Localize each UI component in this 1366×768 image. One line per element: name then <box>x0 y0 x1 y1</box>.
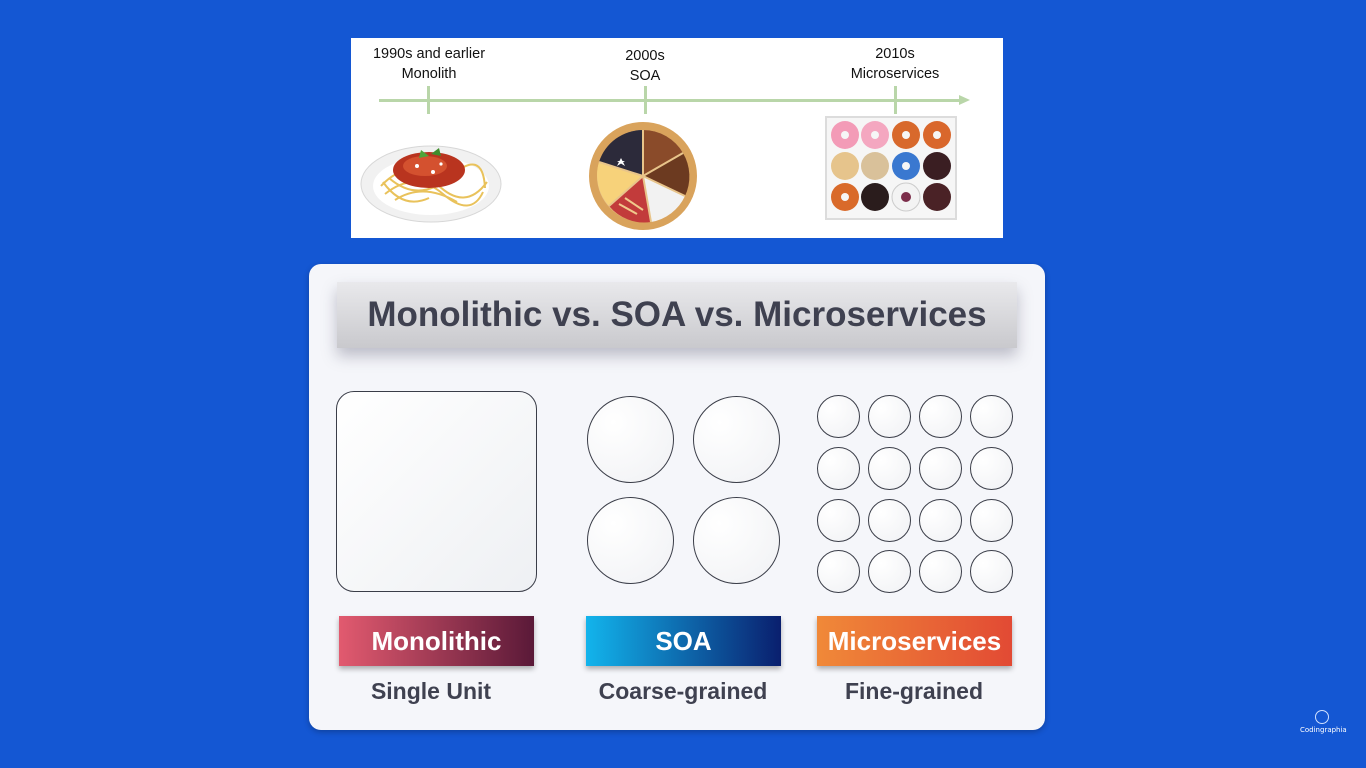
microservice-circle <box>868 499 911 542</box>
timeline-era-soa: 2000s SOA <box>595 46 695 86</box>
era-period: 1990s and earlier <box>372 46 486 62</box>
microservice-circle <box>868 395 911 438</box>
microservice-circle <box>970 550 1013 593</box>
pie-image <box>589 122 697 230</box>
microservice-circle <box>817 499 860 542</box>
timeline-tick <box>894 86 897 114</box>
soa-service-circle <box>587 497 674 584</box>
comparison-card: Monolithic vs. SOA vs. Microservices Mon… <box>309 264 1045 730</box>
microservice-circle <box>919 395 962 438</box>
timeline-arrow-icon <box>959 95 970 105</box>
soa-description: Coarse-grained <box>598 678 768 704</box>
timeline-era-monolith: 1990s and earlier Monolith <box>363 44 495 84</box>
era-period: 2000s <box>625 48 665 64</box>
soa-tag: SOA <box>586 616 781 666</box>
monolithic-description: Single Unit <box>370 678 492 704</box>
channel-watermark: Codingraphia <box>1300 710 1347 734</box>
timeline-tick <box>644 86 647 114</box>
era-period: 2010s <box>875 46 915 62</box>
watermark-text: Codingraphia <box>1300 726 1347 734</box>
microservice-circle <box>919 499 962 542</box>
microservice-circle <box>970 447 1013 490</box>
microservices-description: Fine-grained <box>844 678 983 704</box>
era-name: Monolith <box>401 66 457 82</box>
timeline-panel: 1990s and earlier Monolith 2000s SOA 201… <box>351 38 1003 238</box>
monolithic-unit-shape <box>336 391 537 592</box>
soa-service-circle <box>693 396 780 483</box>
era-name: SOA <box>629 68 661 84</box>
timeline-axis <box>379 99 961 102</box>
microservice-circle <box>817 550 860 593</box>
donuts-image <box>825 116 957 220</box>
microservice-circle <box>817 447 860 490</box>
spaghetti-image <box>360 145 502 223</box>
microservice-circle <box>970 499 1013 542</box>
microservice-circle <box>970 395 1013 438</box>
microservice-circle <box>868 447 911 490</box>
page-title: Monolithic vs. SOA vs. Microservices <box>367 295 987 334</box>
soa-service-circle <box>587 396 674 483</box>
microservice-circle <box>817 395 860 438</box>
microservice-circle <box>919 550 962 593</box>
timeline-era-microservices: 2010s Microservices <box>835 44 955 84</box>
timeline-tick <box>427 86 430 114</box>
microservice-circle <box>919 447 962 490</box>
soa-service-circle <box>693 497 780 584</box>
era-name: Microservices <box>850 66 940 82</box>
microservice-circle <box>868 550 911 593</box>
monolithic-tag: Monolithic <box>339 616 534 666</box>
title-bar: Monolithic vs. SOA vs. Microservices <box>337 282 1017 348</box>
microservices-tag: Microservices <box>817 616 1012 666</box>
watermark-logo-icon <box>1315 710 1329 724</box>
